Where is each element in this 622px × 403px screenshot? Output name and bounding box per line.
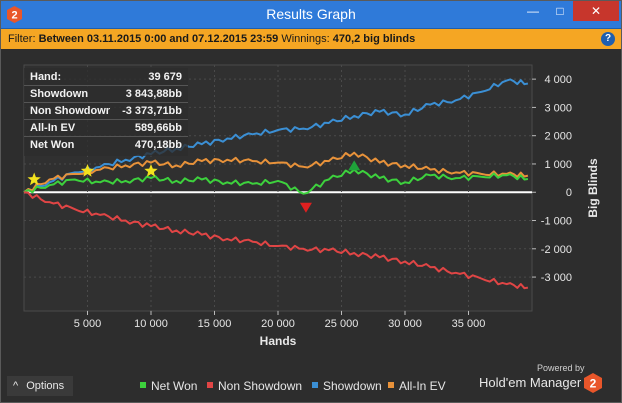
x-tick-label: 35 000: [452, 318, 486, 330]
y-gridlines: [24, 78, 532, 278]
legend-swatch: [388, 382, 394, 388]
legend-label: Net Won: [151, 379, 198, 393]
y-tick-label: 1 000: [544, 159, 572, 171]
minimize-button[interactable]: —: [527, 4, 539, 18]
stats-value: 589,66bb: [134, 122, 182, 134]
stats-label: Non Showdown: [30, 105, 110, 117]
stats-label: Showdown: [30, 88, 89, 100]
x-tick-label: 30 000: [388, 318, 422, 330]
y-tick-label: 0: [566, 187, 572, 199]
x-tick-label: 5 000: [74, 318, 102, 330]
results-chart[interactable]: 4 000 3 000 2 000 1 000 0 -1 000 -2 000 -3 000 5…: [1, 49, 621, 371]
options-button[interactable]: ^ Options: [7, 376, 73, 396]
hm2-logo-icon: 2: [7, 6, 22, 23]
series-net-won: [23, 168, 529, 195]
x-axis-label: Hands: [260, 334, 297, 348]
tick-labels: 4 000 3 000 2 000 1 000 0 -1 000 -2 000 -3 000 5…: [74, 74, 572, 330]
y-tick-label: 4 000: [544, 74, 572, 86]
legend-swatch: [312, 382, 318, 388]
filter-range: Between 03.11.2015 0:00 and 07.12.2015 2…: [38, 33, 279, 45]
stats-value: 3 843,88bb: [125, 88, 182, 100]
chart-markers: [27, 160, 361, 213]
legend-item-net-won[interactable]: Net Won: [140, 379, 197, 393]
stats-label: All-In EV: [30, 122, 76, 134]
stats-row-hand: Hand: 39 679: [24, 68, 188, 86]
svg-text:2: 2: [590, 377, 597, 391]
title-bar[interactable]: 2 Results Graph — □ ✕: [1, 1, 621, 29]
stats-value: 39 679: [148, 71, 182, 83]
x-tick-label: 15 000: [198, 318, 232, 330]
triangle-down-marker: [299, 202, 312, 213]
stats-value: 470,18bb: [134, 139, 182, 151]
winnings-label: Winnings:: [281, 33, 330, 45]
series-lines: [23, 78, 529, 290]
series-non-showdown: [23, 191, 529, 290]
x-tick-label: 10 000: [134, 318, 168, 330]
stats-row-showdown: Showdown 3 843,88bb: [24, 85, 188, 103]
legend-swatch: [140, 382, 146, 388]
maximize-button[interactable]: □: [556, 4, 564, 18]
y-tick-label: 3 000: [544, 102, 572, 114]
bottom-bar: ^ Options Net Won Non Showdown Showdown …: [1, 363, 621, 402]
x-tick-label: 25 000: [325, 318, 359, 330]
options-label: Options: [26, 380, 65, 392]
legend-label: Showdown: [323, 379, 382, 393]
stats-value: -3 373,71bb: [122, 105, 182, 117]
stats-panel: Hand: 39 679 Showdown 3 843,88bb Non Showd…: [24, 68, 188, 156]
y-axis-label: Big Blinds: [586, 158, 600, 218]
filter-prefix: Filter:: [8, 33, 36, 45]
legend-label: Non Showdown: [218, 379, 303, 393]
series-showdown: [23, 78, 529, 194]
filter-bar: Filter: Between 03.11.2015 0:00 and 07.1…: [1, 29, 621, 49]
legend-swatch: [207, 382, 213, 388]
stats-row-allin-ev: All-In EV 589,66bb: [24, 119, 188, 137]
y-tick-label: -3 000: [541, 272, 572, 284]
hm2-brand-logo-icon: 2: [584, 373, 602, 393]
brand-name: Hold'em Manager: [479, 375, 582, 390]
window-title: Results Graph: [266, 6, 356, 22]
triangle-up-marker: [348, 160, 361, 171]
star-marker: [80, 164, 95, 177]
chevron-up-icon: ^: [13, 380, 19, 392]
legend-item-showdown[interactable]: Showdown: [312, 379, 382, 393]
winnings-value: 470,2 big blinds: [332, 33, 416, 45]
legend-label: All-In EV: [399, 379, 446, 393]
y-tick-label: 2 000: [544, 131, 572, 143]
close-button[interactable]: ✕: [573, 1, 619, 21]
series-all-in-ev: [23, 151, 529, 194]
stats-row-non-showdown: Non Showdown -3 373,71bb: [24, 102, 188, 120]
powered-by-text: Powered by: [537, 363, 585, 373]
star-marker: [27, 172, 41, 186]
legend-item-allin-ev[interactable]: All-In EV: [388, 379, 446, 393]
y-tick-label: -2 000: [541, 244, 572, 256]
star-marker: [144, 164, 158, 177]
x-tick-label: 20 000: [261, 318, 295, 330]
stats-label: Net Won: [30, 139, 75, 151]
y-tick-label: -1 000: [541, 216, 572, 228]
svg-text:2: 2: [11, 10, 17, 22]
legend-item-non-showdown[interactable]: Non Showdown: [207, 379, 302, 393]
stats-row-net-won: Net Won 470,18bb: [24, 136, 188, 154]
stats-label: Hand:: [30, 71, 62, 83]
help-icon[interactable]: ?: [601, 32, 615, 46]
